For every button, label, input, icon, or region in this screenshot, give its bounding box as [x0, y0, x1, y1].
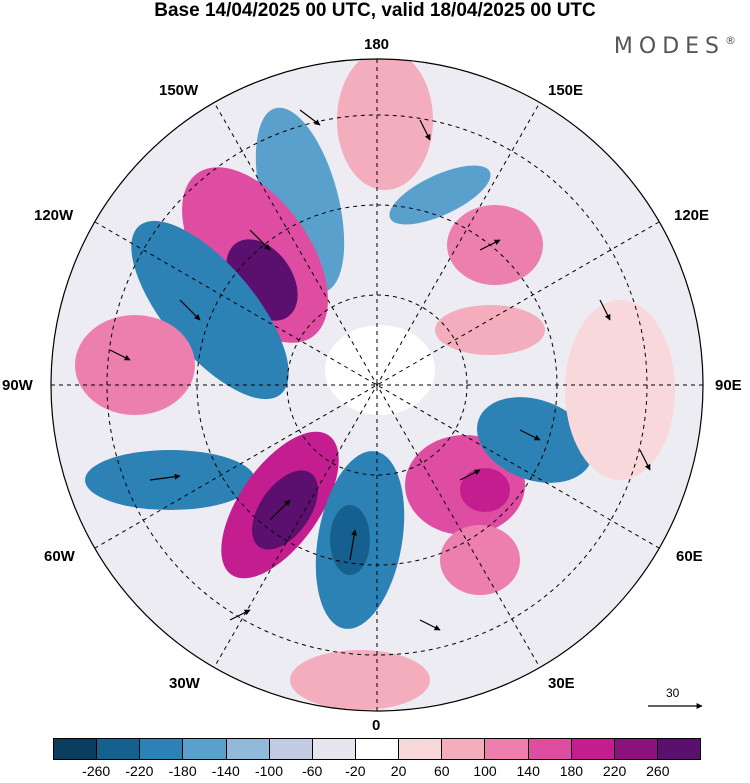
lon-label-150e: 150E: [548, 82, 584, 99]
brand-mark: ®: [725, 34, 736, 47]
colorbar-swatch: [442, 739, 486, 759]
colorbar-swatch: [399, 739, 443, 759]
blob-180-positive: [337, 59, 433, 190]
colorbar-swatch: [140, 739, 184, 759]
colorbar-tick-label: 260: [646, 763, 670, 779]
colorbar-swatch: [485, 739, 529, 759]
colorbar-swatch: [312, 739, 356, 759]
lon-label-60w: 60W: [44, 548, 75, 565]
lon-label-90w: 90W: [2, 377, 33, 394]
anomaly-field: [75, 59, 675, 710]
wind-vectors: [109, 109, 651, 631]
colorbar-swatch: [269, 739, 313, 759]
blob-90e-positive: [435, 305, 545, 355]
map-border: [50, 58, 704, 712]
colorbar-tick-label: 180: [559, 763, 584, 779]
colorbar-swatch: [657, 739, 701, 759]
lon-label-150w: 150W: [159, 82, 199, 99]
colorbar-swatch: [614, 739, 658, 759]
blob-130e-positive: [447, 205, 543, 285]
blob-160e-negative: [389, 165, 491, 225]
colorbar-tick-label: 220: [602, 763, 627, 779]
brand-text: MODES: [613, 34, 725, 59]
colorbar-tick-label: 60: [434, 763, 450, 779]
colorbar-tick-label: -260: [82, 763, 111, 779]
graticule: [51, 59, 703, 711]
colorbar-swatch: [226, 739, 270, 759]
blob-10w-core: [330, 505, 370, 575]
colorbar-tick-label: 20: [390, 763, 407, 779]
pole-white: [325, 325, 435, 415]
colorbar-tick-label: 140: [516, 763, 540, 779]
colorbar-swatch: [183, 739, 227, 759]
colorbar-tick-label: -20: [345, 763, 366, 779]
colorbar-swatch: [355, 739, 400, 759]
lon-label-120w: 120W: [34, 207, 74, 224]
colorbar-labels: -260 -220 -180 -140 -100 -60 -20 20 60 100 140 180 2…: [53, 763, 701, 781]
lon-label-60e: 60E: [676, 548, 703, 565]
lon-label-30e: 30E: [548, 675, 575, 692]
lon-label-30w: 30W: [169, 675, 200, 692]
polar-map: [50, 58, 704, 712]
blob-30e-core: [460, 468, 510, 512]
blob-75w-negative: [85, 450, 255, 510]
modes-logo: MODES®: [614, 34, 736, 59]
blob-120w-negative: [131, 220, 289, 400]
blob-120e-positive: [565, 300, 675, 480]
colorbar-swatch: [54, 739, 98, 759]
lon-label-0: 0: [372, 717, 381, 734]
colorbar: [53, 738, 701, 760]
blob-45e-positive: [440, 525, 520, 595]
colorbar-swatch: [528, 739, 572, 759]
colorbar-tick-label: -220: [125, 763, 154, 779]
map-title: Base 14/04/2025 00 UTC, valid 18/04/2025…: [154, 0, 596, 21]
lon-label-180: 180: [364, 36, 390, 53]
blob-0-positive: [290, 650, 430, 710]
colorbar-tick-label: -60: [302, 763, 323, 779]
colorbar-tick-label: -100: [254, 763, 284, 779]
vector-scale-label: 30: [666, 686, 680, 700]
colorbar-swatch: [97, 739, 141, 759]
colorbar-tick-label: -180: [168, 763, 197, 779]
lon-label-90e: 90E: [715, 377, 742, 394]
lon-label-120e: 120E: [674, 207, 710, 224]
colorbar-swatch: [571, 739, 615, 759]
colorbar-tick-label: -140: [211, 763, 240, 779]
colorbar-tick-label: 100: [473, 763, 497, 779]
blob-45w-core: [252, 470, 318, 550]
blob-90w-positive: [75, 315, 195, 415]
